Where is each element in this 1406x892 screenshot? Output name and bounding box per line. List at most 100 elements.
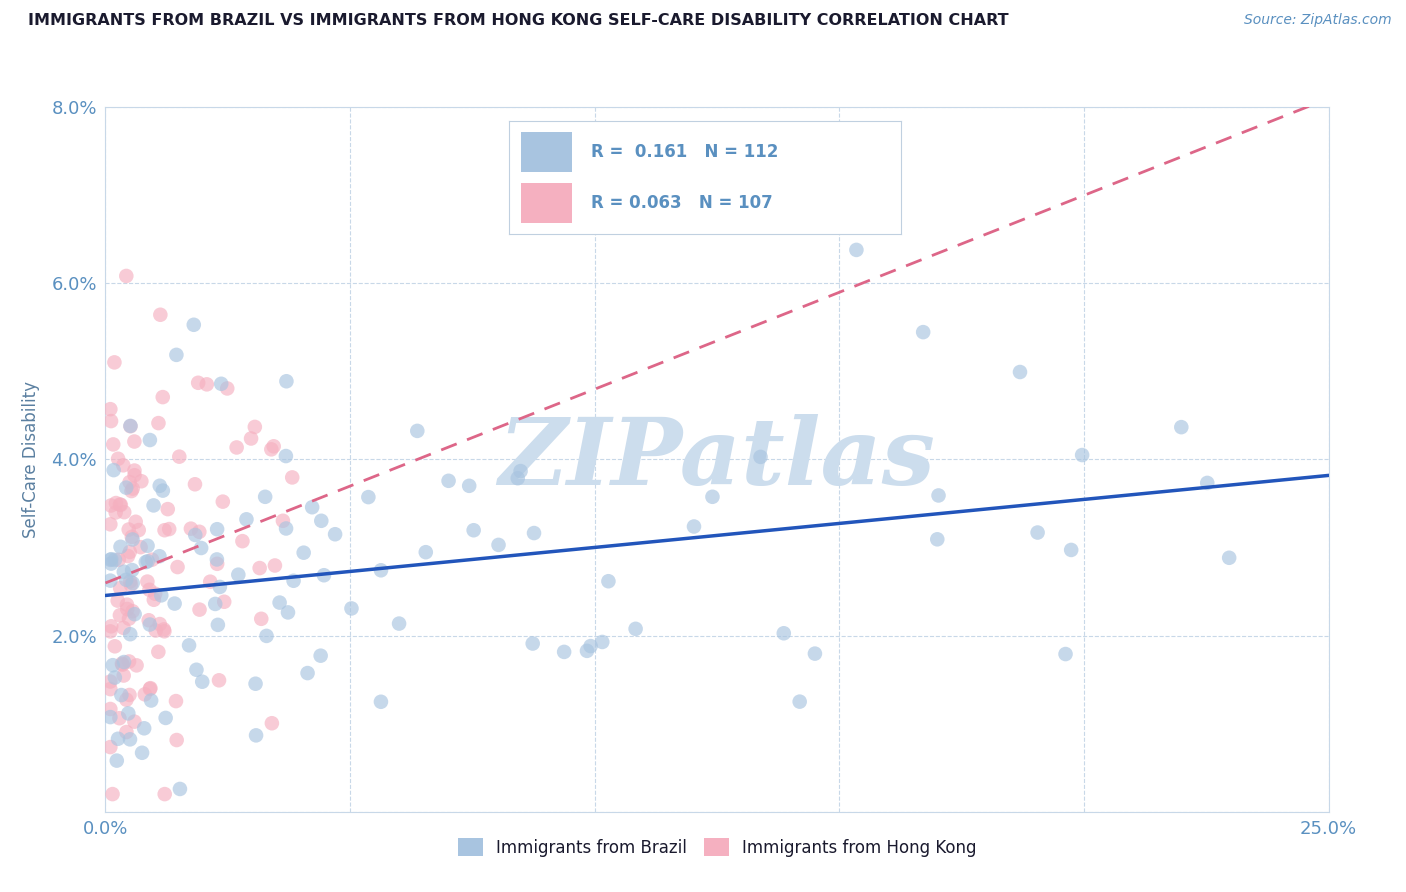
Point xyxy=(112,505,135,519)
Point xyxy=(112,668,135,682)
Point xyxy=(107,731,129,746)
Point xyxy=(110,498,132,512)
Point xyxy=(1170,420,1192,434)
Point xyxy=(250,612,273,626)
Point xyxy=(101,787,124,801)
Point xyxy=(118,732,141,747)
Point xyxy=(207,618,229,632)
Point xyxy=(148,645,170,659)
Point xyxy=(98,710,121,724)
Point xyxy=(98,517,121,532)
Point xyxy=(292,546,315,560)
Point xyxy=(153,623,176,637)
Point xyxy=(136,574,159,589)
Point xyxy=(149,479,172,493)
Point xyxy=(153,787,176,801)
Text: ZIPatlas: ZIPatlas xyxy=(499,415,935,504)
Point xyxy=(111,657,134,671)
Point xyxy=(112,621,135,635)
Point xyxy=(274,449,297,463)
Point xyxy=(415,545,437,559)
Point xyxy=(128,523,150,537)
Point xyxy=(260,716,283,731)
Point xyxy=(845,243,868,257)
Point xyxy=(212,595,235,609)
Point xyxy=(153,523,176,537)
Point xyxy=(121,530,143,544)
Point xyxy=(281,470,304,484)
Point xyxy=(139,617,162,632)
Point xyxy=(749,450,772,464)
Point xyxy=(124,464,146,478)
Point xyxy=(1218,550,1240,565)
Point xyxy=(208,673,231,688)
Point xyxy=(301,500,323,515)
Point xyxy=(598,574,620,589)
Point xyxy=(98,702,121,716)
Point xyxy=(107,451,129,466)
Point xyxy=(124,607,146,622)
Point xyxy=(107,553,129,567)
Point xyxy=(101,658,124,673)
Point xyxy=(135,555,157,569)
Point xyxy=(145,624,167,638)
Point xyxy=(211,494,233,508)
Point xyxy=(108,711,131,725)
Point xyxy=(406,424,429,438)
Point xyxy=(104,496,127,510)
Point xyxy=(138,613,160,627)
Point xyxy=(98,553,121,567)
Point xyxy=(789,695,811,709)
Point xyxy=(225,441,247,455)
Point xyxy=(1071,448,1094,462)
Point xyxy=(118,523,141,537)
Point xyxy=(136,554,159,568)
Point xyxy=(276,374,298,388)
Point xyxy=(271,514,294,528)
Point xyxy=(184,477,207,491)
Point xyxy=(98,674,121,689)
Point xyxy=(124,434,146,449)
Point xyxy=(108,581,131,595)
Point xyxy=(124,468,146,483)
Point xyxy=(117,706,139,721)
Point xyxy=(249,561,271,575)
Point xyxy=(927,533,949,547)
Point xyxy=(149,308,172,322)
Point xyxy=(274,521,297,535)
Point xyxy=(177,638,200,652)
Point xyxy=(254,490,277,504)
Point xyxy=(195,377,218,392)
Point xyxy=(118,475,141,490)
Point xyxy=(131,474,153,488)
Point xyxy=(110,540,132,554)
Point xyxy=(139,681,162,696)
Point xyxy=(624,622,647,636)
Point xyxy=(184,528,207,542)
Point xyxy=(120,578,142,592)
Point xyxy=(149,617,172,632)
Point xyxy=(205,552,228,566)
Point xyxy=(148,549,170,564)
Point xyxy=(245,677,267,691)
Point xyxy=(1060,543,1083,558)
Point xyxy=(804,647,827,661)
Point xyxy=(166,733,188,747)
Point xyxy=(165,694,187,708)
Point xyxy=(357,490,380,504)
Point xyxy=(217,381,239,395)
Point xyxy=(157,522,180,536)
Point xyxy=(108,608,131,623)
Point xyxy=(111,657,134,672)
Point xyxy=(136,539,159,553)
Point xyxy=(103,437,125,451)
Point xyxy=(231,534,253,549)
Point xyxy=(388,616,411,631)
Point xyxy=(104,553,127,567)
Point xyxy=(121,533,143,547)
Point xyxy=(180,522,202,536)
Point xyxy=(243,420,266,434)
Point xyxy=(506,471,529,485)
Point xyxy=(121,563,143,577)
Point xyxy=(1197,475,1219,490)
